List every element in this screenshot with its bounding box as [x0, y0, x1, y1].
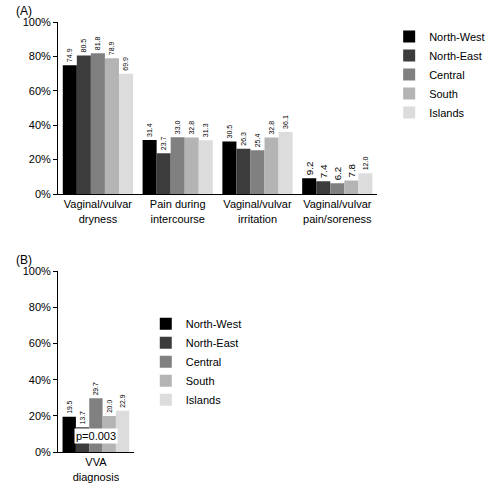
svg-text:100%: 100% [23, 16, 51, 28]
svg-text:31.4: 31.4 [146, 123, 153, 137]
svg-text:74.9: 74.9 [66, 48, 73, 62]
svg-text:20.0: 20.0 [106, 400, 113, 413]
svg-text:69.9: 69.9 [122, 57, 129, 71]
svg-text:20%: 20% [29, 410, 51, 422]
svg-text:60%: 60% [29, 337, 51, 349]
svg-text:80%: 80% [29, 50, 51, 62]
svg-text:6.2: 6.2 [332, 167, 343, 181]
svg-text:78.9: 78.9 [108, 41, 115, 55]
svg-text:31.3: 31.3 [202, 123, 209, 137]
svg-text:12.0: 12.0 [362, 157, 369, 171]
svg-text:Vaginal/vulvarirritation: Vaginal/vulvarirritation [223, 198, 292, 224]
svg-text:North-East: North-East [186, 337, 239, 349]
svg-text:33.0: 33.0 [174, 120, 181, 134]
svg-text:7.8: 7.8 [346, 163, 357, 177]
svg-text:(A): (A) [16, 4, 32, 18]
svg-text:60%: 60% [29, 85, 51, 97]
svg-text:100%: 100% [23, 265, 51, 277]
svg-text:North-West: North-West [186, 318, 241, 330]
svg-text:0%: 0% [35, 188, 51, 200]
svg-text:p=0.003: p=0.003 [76, 430, 116, 442]
svg-text:Vaginal/vulvarpain/soreness: Vaginal/vulvarpain/soreness [303, 198, 372, 224]
svg-text:29.7: 29.7 [92, 382, 99, 395]
svg-text:36.1: 36.1 [282, 115, 289, 129]
svg-text:Vaginal/vulvardryness: Vaginal/vulvardryness [64, 198, 133, 224]
svg-text:23.7: 23.7 [160, 136, 167, 150]
svg-text:19.5: 19.5 [66, 400, 73, 413]
svg-text:40%: 40% [29, 119, 51, 131]
svg-text:20%: 20% [29, 153, 51, 165]
svg-text:32.8: 32.8 [188, 121, 195, 135]
svg-text:80%: 80% [29, 301, 51, 313]
svg-text:(B): (B) [16, 253, 32, 267]
svg-text:South: South [429, 88, 458, 100]
svg-text:North-West: North-West [429, 31, 484, 43]
svg-text:9.2: 9.2 [304, 162, 315, 176]
svg-text:80.5: 80.5 [80, 39, 87, 53]
svg-text:Islands: Islands [429, 107, 464, 119]
svg-text:40%: 40% [29, 374, 51, 386]
svg-text:South: South [186, 375, 215, 387]
svg-text:81.8: 81.8 [94, 36, 101, 50]
svg-text:0%: 0% [35, 446, 51, 458]
svg-text:Pain duringintercourse: Pain duringintercourse [150, 198, 206, 224]
svg-text:13.7: 13.7 [79, 411, 86, 424]
svg-text:Central: Central [429, 69, 464, 81]
svg-text:22.9: 22.9 [119, 394, 126, 407]
svg-text:30.5: 30.5 [226, 125, 233, 139]
svg-text:7.4: 7.4 [318, 164, 329, 178]
svg-text:32.8: 32.8 [268, 121, 275, 135]
svg-text:North-East: North-East [429, 50, 482, 62]
svg-text:26.3: 26.3 [240, 132, 247, 146]
svg-text:VVAdiagnosis: VVAdiagnosis [73, 456, 120, 482]
svg-text:25.4: 25.4 [254, 134, 261, 148]
svg-text:Islands: Islands [186, 394, 221, 406]
svg-text:Central: Central [186, 356, 221, 368]
